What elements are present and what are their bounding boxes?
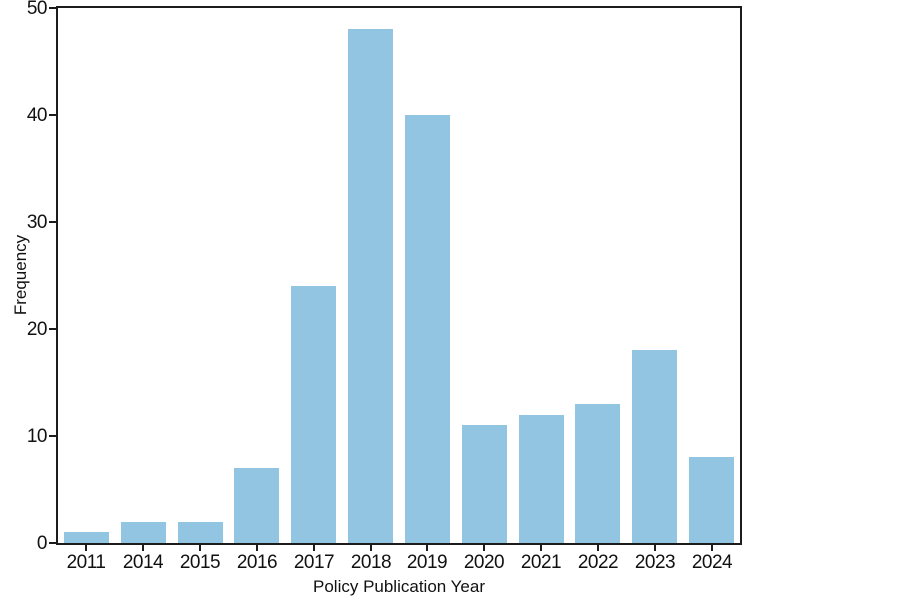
y-tick-mark [49,114,56,116]
x-tick-mark [313,545,315,551]
bar-2024 [689,457,734,543]
y-tick-mark [49,221,56,223]
x-tick-label: 2018 [350,552,392,573]
bar-2016 [234,468,279,543]
x-axis-label: Policy Publication Year [312,577,486,596]
x-tick-mark [597,545,599,551]
bar-2019 [405,115,450,543]
x-tick-mark [199,545,201,551]
x-tick-mark [426,545,428,551]
bar-2011 [64,532,109,543]
x-tick-label: 2014 [122,552,164,573]
y-axis-label: Frequency [11,234,30,316]
x-tick-label: 2023 [634,552,676,573]
x-tick-label: 2019 [406,552,448,573]
bar-2018 [348,29,393,543]
x-tick-mark [483,545,485,551]
x-tick-mark [85,545,87,551]
x-tick-label: 2020 [463,552,505,573]
x-tick-mark [142,545,144,551]
y-tick-label: 20 [26,319,48,340]
y-tick-mark [49,542,56,544]
bar-2022 [575,404,620,543]
x-tick-label: 2022 [577,552,619,573]
bar-2015 [178,522,223,543]
x-tick-mark [711,545,713,551]
bar-2014 [121,522,166,543]
bar-2021 [519,415,564,543]
bar-2020 [462,425,507,543]
plot-area [56,6,742,545]
y-tick-mark [49,328,56,330]
y-tick-label: 0 [36,533,48,554]
y-tick-mark [49,435,56,437]
x-tick-label: 2011 [66,552,106,573]
x-tick-mark [256,545,258,551]
bar-2023 [632,350,677,543]
y-tick-label: 40 [26,105,48,126]
x-tick-label: 2024 [691,552,733,573]
y-tick-mark [49,7,56,9]
x-tick-label: 2021 [520,552,562,573]
x-tick-label: 2017 [293,552,335,573]
y-tick-label: 10 [26,426,48,447]
y-tick-label: 50 [26,0,48,19]
bar-2017 [291,286,336,543]
x-tick-mark [370,545,372,551]
x-tick-label: 2015 [179,552,221,573]
x-tick-mark [654,545,656,551]
x-tick-label: 2016 [236,552,278,573]
y-tick-label: 30 [26,212,48,233]
x-tick-mark [540,545,542,551]
